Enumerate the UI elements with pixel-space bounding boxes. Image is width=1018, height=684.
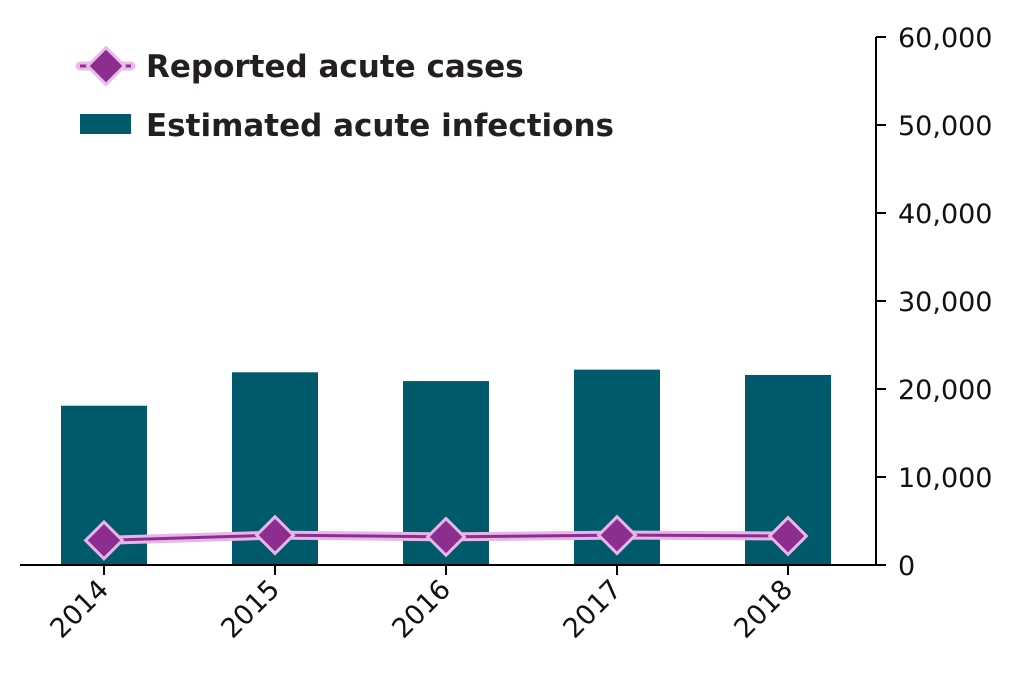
y-tick-label: 50,000 <box>898 111 992 142</box>
reported-cases-layer <box>83 514 809 561</box>
legend-label-estimated: Estimated acute infections <box>146 108 614 144</box>
legend-bar-swatch <box>80 114 131 134</box>
y-tick-label: 40,000 <box>898 199 992 230</box>
legend: Reported acute cases Estimated acute inf… <box>75 45 614 144</box>
x-tick-label-2017: 2017 <box>557 574 628 645</box>
legend-label-reported: Reported acute cases <box>146 49 524 85</box>
reported-point-2018 <box>767 515 809 557</box>
reported-point-2017 <box>596 514 638 556</box>
y-tick-label: 20,000 <box>898 375 992 406</box>
x-tick-label-2015: 2015 <box>215 574 286 645</box>
reported-point-2014 <box>83 519 125 561</box>
y-tick-label: 60,000 <box>898 23 992 54</box>
reported-point-2016 <box>425 516 467 558</box>
x-tick-label-2014: 2014 <box>44 574 115 645</box>
x-tick-label-2018: 2018 <box>728 574 799 645</box>
legend-item-estimated: Estimated acute infections <box>80 108 614 144</box>
y-tick-label: 0 <box>898 551 915 582</box>
legend-diamond-marker <box>85 45 127 87</box>
legend-item-reported: Reported acute cases <box>75 45 524 87</box>
x-tick-label-2016: 2016 <box>386 574 457 645</box>
y-tick-label: 10,000 <box>898 463 992 494</box>
y-tick-label: 30,000 <box>898 287 992 318</box>
reported-point-2015 <box>254 514 296 556</box>
